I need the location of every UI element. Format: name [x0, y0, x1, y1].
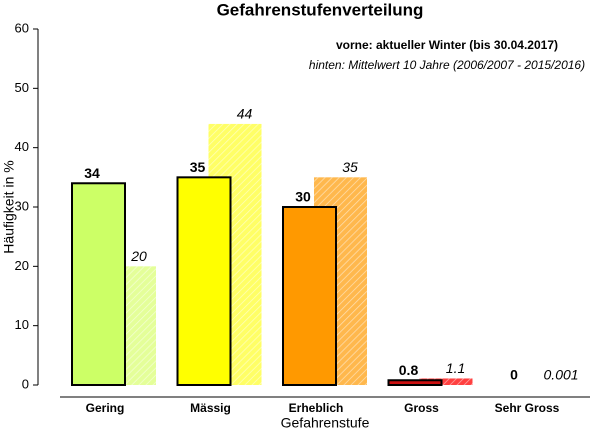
value-label: 20 — [130, 248, 147, 264]
x-tick-label: Gering — [86, 401, 125, 415]
value-label: 35 — [342, 159, 358, 175]
value-label: 0.001 — [544, 367, 579, 383]
chart-title: Gefahrenstufenverteilung — [217, 0, 424, 19]
y-tick-label: 10 — [15, 317, 29, 332]
x-tick-label: Gross — [404, 401, 439, 415]
value-label: 35 — [190, 159, 206, 175]
y-tick-label: 20 — [15, 258, 29, 273]
value-label: 0 — [510, 367, 518, 383]
y-axis-label: Häufigkeit in % — [1, 160, 17, 253]
y-tick-label: 40 — [15, 139, 29, 154]
bar-front — [71, 182, 126, 386]
y-tick-label: 50 — [15, 80, 29, 95]
legend-text: hinten: Mittelwert 10 Jahre (2006/2007 -… — [309, 58, 585, 72]
legend-text: vorne: aktueller Winter (bis 30.04.2017) — [336, 38, 558, 52]
bar-front — [387, 379, 443, 386]
y-tick-label: 0 — [22, 376, 29, 391]
x-tick-label: Erheblich — [289, 401, 344, 415]
value-label: 34 — [84, 165, 100, 181]
bar-front — [176, 176, 232, 386]
y-tick-label: 60 — [15, 20, 29, 35]
x-axis-label: Gefahrenstufe — [281, 415, 370, 431]
value-label: 44 — [237, 106, 253, 122]
x-tick-label: Mässig — [190, 401, 231, 415]
value-label: 0.8 — [399, 362, 419, 378]
y-tick-label: 30 — [15, 198, 29, 213]
value-label: 30 — [295, 189, 311, 205]
bar-front — [282, 206, 337, 386]
x-tick-label: Sehr Gross — [495, 401, 560, 415]
bar-back-hatch — [419, 378, 473, 385]
value-label: 1.1 — [446, 360, 465, 376]
